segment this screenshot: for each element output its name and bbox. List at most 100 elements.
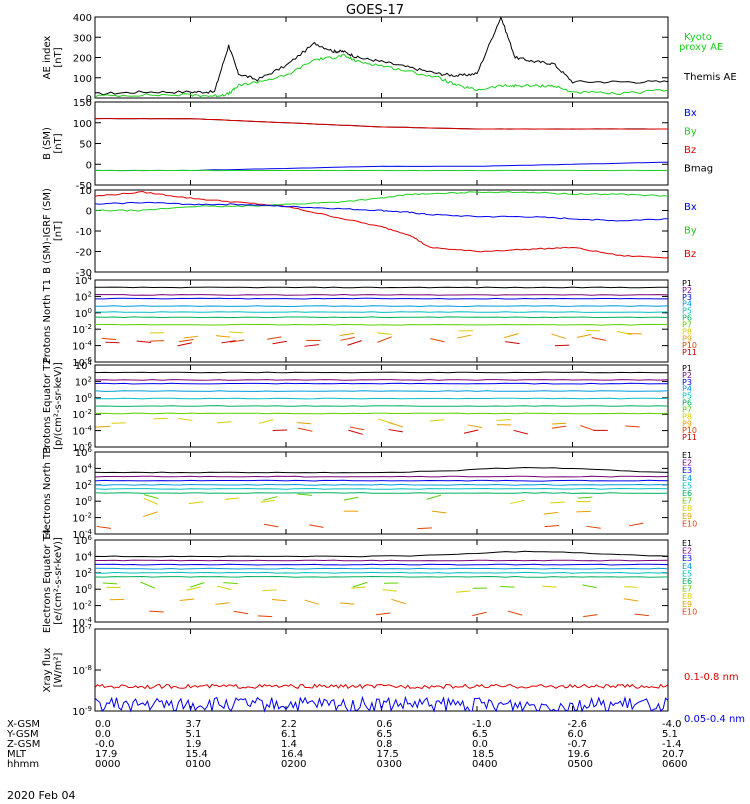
flux-segment-p10 <box>592 338 606 341</box>
flux-segment-p8 <box>153 418 167 419</box>
y-axis-label: [e/(cm²-s-sr-keV)] <box>53 537 64 625</box>
flux-segment-e7 <box>144 495 158 499</box>
flux-segment-e7 <box>263 497 277 501</box>
flux-segment-e9 <box>215 603 229 605</box>
flux-segment-e8 <box>383 590 397 592</box>
flux-line-p7 <box>95 413 668 414</box>
date-label: 2020 Feb 04 <box>7 789 75 800</box>
legend-bx: Bx <box>684 202 697 213</box>
flux-segment-p10 <box>377 337 391 343</box>
flux-segment-e7 <box>298 494 312 495</box>
flux-segment-p9 <box>552 423 566 424</box>
flux-segment-p11 <box>177 343 191 346</box>
series-line-bmag <box>95 119 668 130</box>
legend-p11: P11 <box>682 348 697 357</box>
y-axis-label: [nT] <box>53 47 64 67</box>
flux-segment-e10 <box>472 612 486 615</box>
flux-segment-p9 <box>216 336 230 338</box>
y-tick-label: 0 <box>86 207 92 218</box>
flux-line-e4 <box>95 484 668 485</box>
flux-segment-e10 <box>508 611 522 615</box>
legend-e10: E10 <box>682 607 697 616</box>
series-line-themis-ae <box>95 17 668 94</box>
y-tick-label: 100 <box>73 74 92 85</box>
panel-frame-bigrf <box>95 190 668 272</box>
legend-p11: P11 <box>682 433 697 442</box>
flux-line-e3 <box>95 564 668 565</box>
flux-segment-p11 <box>505 342 519 344</box>
y-tick-label: 200 <box>73 54 92 65</box>
flux-line-e5 <box>95 572 668 573</box>
flux-segment-p8 <box>259 420 273 424</box>
y-tick-label: 10-7 <box>72 623 92 636</box>
flux-line-e6 <box>95 577 668 578</box>
flux-segment-e10 <box>417 528 431 529</box>
flux-line-p5 <box>95 398 668 399</box>
flux-segment-p10 <box>350 427 364 430</box>
flux-segment-p11 <box>513 430 527 434</box>
y-axis-label: Protons Equator T2 <box>42 358 53 454</box>
flux-segment-e10 <box>635 614 649 616</box>
flux-segment-e9 <box>544 512 558 514</box>
flux-segment-e8 <box>189 502 203 504</box>
flux-segment-e8 <box>510 500 524 503</box>
y-axis-label: Electrons North T3 <box>42 446 53 539</box>
y-tick-label: 10-2 <box>72 600 92 613</box>
flux-segment-e8 <box>456 591 470 592</box>
y-axis-label: B (SM) <box>42 127 53 160</box>
legend-bmag: Bmag <box>684 163 713 174</box>
series-line-bx <box>95 202 668 221</box>
flux-segment-p8 <box>229 332 243 333</box>
y-tick-label: 150 <box>73 98 92 109</box>
flux-segment-p8 <box>217 422 231 423</box>
flux-segment-e9 <box>180 599 194 600</box>
flux-line-p2 <box>95 295 668 296</box>
y-tick-label: 10-4 <box>72 340 92 353</box>
flux-segment-p9 <box>577 335 591 338</box>
flux-segment-e8 <box>261 500 275 502</box>
flux-segment-e8 <box>187 587 201 590</box>
orbit-value: 0000 <box>95 759 120 770</box>
flux-line-p3 <box>95 383 668 384</box>
flux-segment-e9 <box>432 511 446 513</box>
flux-segment-e8 <box>225 498 239 499</box>
flux-segment-e8 <box>144 498 158 504</box>
y-tick-label: 102 <box>75 567 92 580</box>
flux-segment-p11 <box>348 430 362 434</box>
flux-segment-e7 <box>427 495 441 499</box>
y-tick-label: 100 <box>75 495 92 508</box>
y-tick-label: 0 <box>86 160 92 171</box>
y-tick-label: 10-2 <box>72 512 92 525</box>
y-tick-label: 102 <box>75 375 92 388</box>
y-axis-label: [nT] <box>53 221 64 241</box>
flux-segment-p9 <box>389 422 403 427</box>
flux-segment-e9 <box>272 600 286 601</box>
y-tick-label: -20 <box>76 248 92 259</box>
flux-segment-e10 <box>586 526 600 528</box>
flux-line-p5 <box>95 312 668 313</box>
y-tick-label: 104 <box>75 274 93 287</box>
legend-bx: Bx <box>684 108 697 119</box>
flux-segment-p8 <box>497 419 511 420</box>
flux-line-e2 <box>95 476 668 477</box>
flux-segment-p11 <box>464 430 478 433</box>
flux-segment-e7 <box>223 583 237 584</box>
flux-segment-p11 <box>137 341 151 342</box>
y-axis-label: [p/(cm²-s-sr-keV)] <box>53 362 64 450</box>
flux-segment-e10 <box>97 526 111 528</box>
flux-segment-p8 <box>178 418 192 420</box>
flux-segment-e10 <box>309 525 323 527</box>
flux-segment-p11 <box>273 341 287 344</box>
flux-segment-e10 <box>583 615 597 617</box>
y-tick-label: 104 <box>75 359 93 372</box>
flux-segment-p9 <box>184 336 198 338</box>
y-tick-label: 100 <box>75 392 92 405</box>
flux-segment-e10 <box>629 523 643 526</box>
y-tick-label: 400 <box>73 13 92 24</box>
flux-segment-e8 <box>550 502 564 503</box>
y-tick-label: 10-2 <box>72 323 92 336</box>
y-axis-label: [W/m²] <box>53 652 64 687</box>
flux-segment-e9 <box>576 511 590 512</box>
flux-segment-e7 <box>344 497 358 500</box>
